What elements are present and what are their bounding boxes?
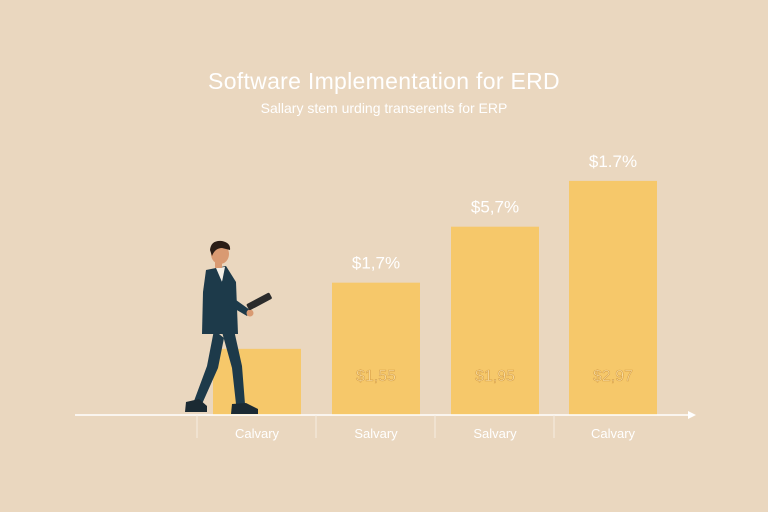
bar-inner-label: $1,95 xyxy=(475,368,515,385)
bar[interactable] xyxy=(332,282,420,415)
x-axis-arrow-icon xyxy=(688,411,696,419)
bar-inner-label: $1,55 xyxy=(356,368,396,385)
chart-subtitle: Sallary stem urding transerents for ERP xyxy=(260,100,508,116)
x-tick-label: Salvary xyxy=(354,426,398,441)
bar-inner-label: $2,97 xyxy=(593,368,633,385)
x-tick-label: Salvary xyxy=(473,426,517,441)
bar[interactable] xyxy=(213,348,301,415)
x-tick-label: Calvary xyxy=(591,426,636,441)
bar[interactable] xyxy=(569,180,657,415)
chart-title: Software Implementation for ERD xyxy=(208,68,560,94)
bar-value-label: $1.7% xyxy=(589,152,637,171)
bar-value-label: $1,7% xyxy=(352,254,400,273)
x-tick-label: Calvary xyxy=(235,426,280,441)
businessman-walking-with-tablet-icon xyxy=(185,240,272,414)
bar-value-label: $5,7% xyxy=(471,198,519,217)
bar[interactable] xyxy=(451,226,539,415)
